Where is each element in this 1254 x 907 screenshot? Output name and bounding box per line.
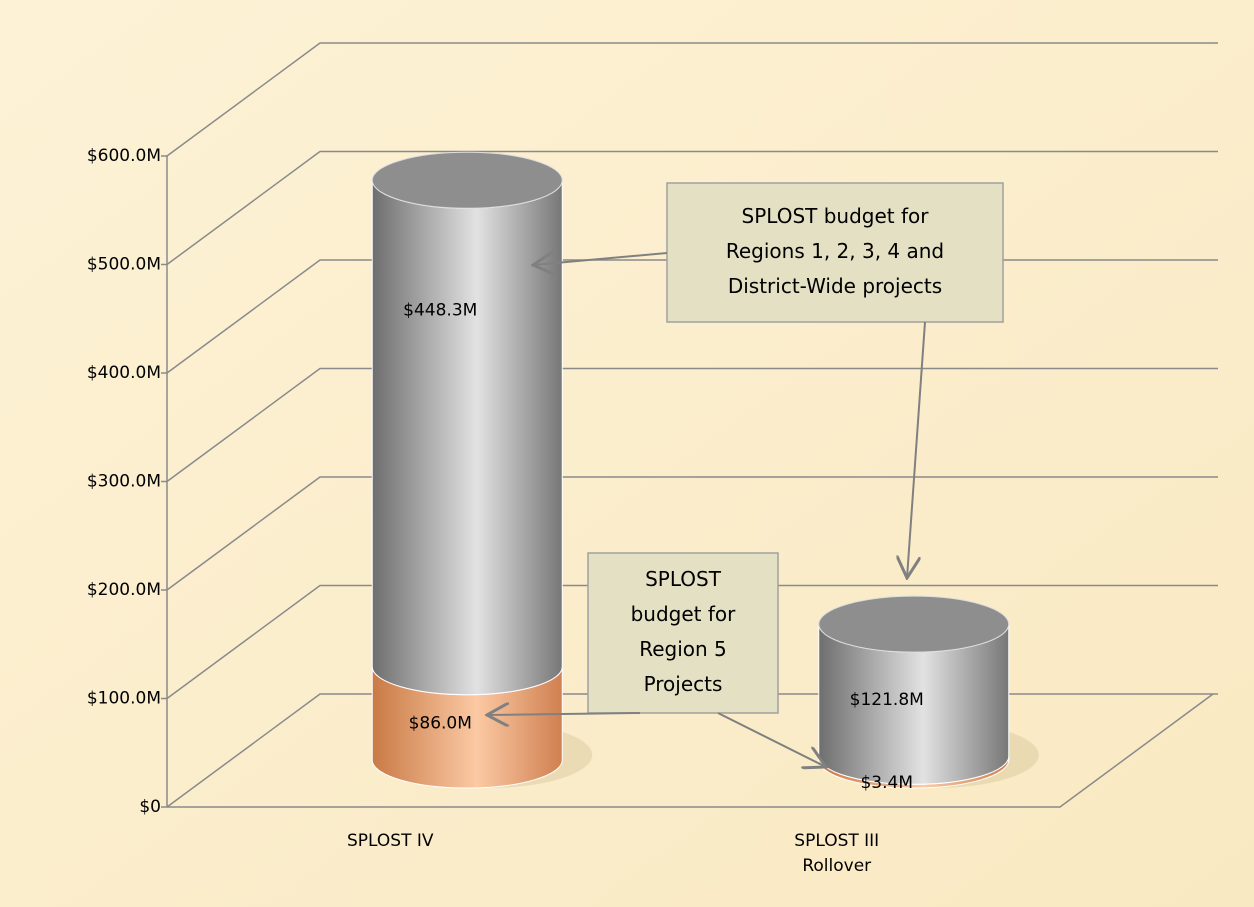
grid-line <box>166 367 1218 483</box>
callout-arrow <box>487 713 641 715</box>
x-tick-label: SPLOST IV <box>346 831 434 851</box>
labels: $0 $100.0M $200.0M $300.0M $400.0M $500.0M $60… <box>87 146 924 876</box>
cylinder-segment <box>371 180 563 696</box>
y-tick-label: $600.0M <box>87 146 161 166</box>
y-tick-label: $300.0M <box>87 472 161 492</box>
callout-text: Regions 1, 2, 3, 4 and <box>726 239 944 263</box>
callout-arrow <box>907 321 926 578</box>
y-tick-label: $200.0M <box>87 580 161 600</box>
callout-box <box>587 552 779 714</box>
grid-line <box>166 476 1218 591</box>
y-tick-label: $100.0M <box>87 689 161 709</box>
y-tick-label: $400.0M <box>87 363 161 383</box>
value-label: $448.3M <box>403 300 477 320</box>
y-tick-label: $0 <box>139 797 161 817</box>
grid-line <box>166 584 1218 700</box>
x-tick-label-box: SPLOST IV <box>346 831 434 851</box>
x-tick-label-box: SPLOST III Rollover <box>794 831 880 876</box>
marks <box>371 151 1039 789</box>
value-label: $121.8M <box>850 690 924 710</box>
value-label: $3.4M <box>860 773 913 793</box>
callout-arrow <box>717 712 826 767</box>
callout-text: Projects <box>644 672 723 696</box>
callout-text: District-Wide projects <box>728 274 942 298</box>
floor <box>167 693 1214 808</box>
callout-text: SPLOST <box>645 567 722 591</box>
grid-line <box>166 150 1218 266</box>
value-label: $86.0M <box>409 713 472 733</box>
y-tick-label: $500.0M <box>87 255 161 275</box>
x-tick-label: SPLOST III Rollover <box>794 831 880 876</box>
annotations: SPLOST budget for Regions 1, 2, 3, 4 and D… <box>487 182 1004 767</box>
callout-text: Region 5 <box>639 637 727 661</box>
callout-arrow <box>533 253 668 265</box>
cylinder-top <box>818 595 1010 653</box>
grid-line <box>166 42 1218 157</box>
callout-text: SPLOST budget for <box>742 204 930 228</box>
callout-box <box>666 182 1004 323</box>
callout-text: budget for <box>631 602 737 626</box>
cylinder-top <box>371 151 563 209</box>
